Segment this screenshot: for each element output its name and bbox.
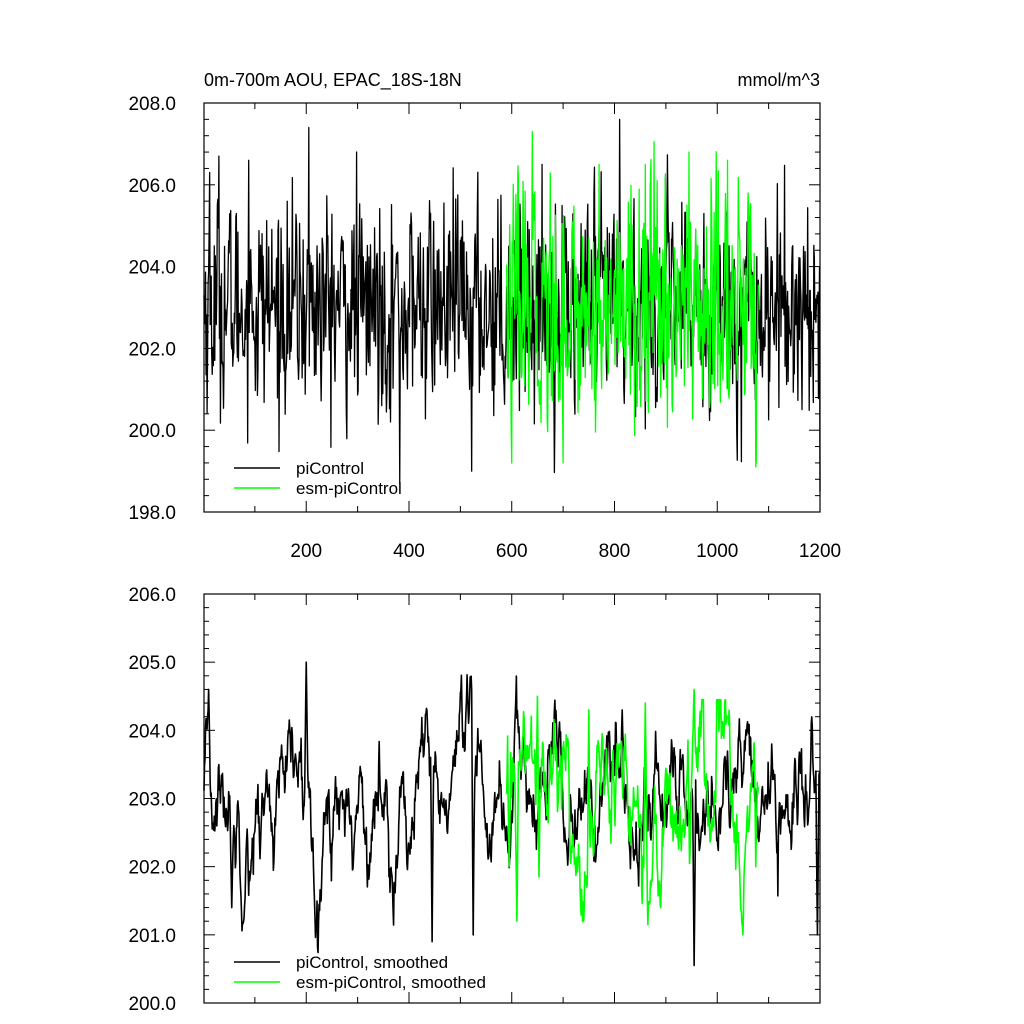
bottom-y-tick-label: 200.0 <box>128 994 176 1015</box>
top-chart-title: 0m-700m AOU, EPAC_18S-18N <box>204 70 462 91</box>
bottom-y-tick-label: 202.0 <box>128 858 176 879</box>
bottom-plot-frame <box>203 593 821 1004</box>
bottom-series-lines <box>203 661 821 967</box>
bottom-y-tick-label: 204.0 <box>128 721 176 742</box>
top-series-line-esm-picontrol <box>505 130 759 468</box>
top-y-tick-label: 198.0 <box>128 503 176 524</box>
top-x-tick-label: 1000 <box>696 541 738 562</box>
top-legend: piControl esm-piControl <box>234 459 402 498</box>
top-x-tick-label: 800 <box>599 541 631 562</box>
bottom-axis-ticks: 200.0 201.0 202.0 203.0 204.0 205.0 206.0 <box>128 585 821 1015</box>
bottom-y-tick-label: 201.0 <box>128 926 176 947</box>
top-x-tick-label: 1200 <box>799 541 841 562</box>
bottom-y-tick-label: 203.0 <box>128 790 176 811</box>
top-y-tick-label: 208.0 <box>128 94 176 115</box>
legend-label-esm-picontrol: esm-piControl <box>296 479 402 498</box>
top-series-lines <box>203 118 821 492</box>
top-x-tick-label: 600 <box>496 541 528 562</box>
top-y-tick-label: 200.0 <box>128 421 176 442</box>
bottom-y-tick-label: 206.0 <box>128 585 176 606</box>
bottom-y-tick-label: 205.0 <box>128 653 176 674</box>
top-chart-units: mmol/m^3 <box>738 70 820 90</box>
legend-label-esm-picontrol-smoothed: esm-piControl, smoothed <box>296 973 486 992</box>
top-y-tick-label: 202.0 <box>128 339 176 360</box>
bottom-series-line-picontrol-smoothed <box>203 661 821 967</box>
bottom-series-line-esm-picontrol-smoothed <box>505 688 760 936</box>
top-y-tick-label: 206.0 <box>128 176 176 197</box>
bottom-legend: piControl, smoothed esm-piControl, smoot… <box>234 953 486 992</box>
top-y-tick-label: 204.0 <box>128 258 176 279</box>
top-axis-ticks: 198.0 200.0 202.0 204.0 206.0 208.0 200 400 600 8… <box>128 94 841 562</box>
legend-label-picontrol: piControl <box>296 459 364 478</box>
top-panel: 0m-700m AOU, EPAC_18S-18N mmol/m^3 198.0… <box>128 70 841 562</box>
top-x-tick-label: 200 <box>290 541 322 562</box>
legend-label-picontrol-smoothed: piControl, smoothed <box>296 953 448 972</box>
top-x-tick-label: 400 <box>393 541 425 562</box>
bottom-panel: 200.0 201.0 202.0 203.0 204.0 205.0 206.0 piCo… <box>128 585 821 1015</box>
